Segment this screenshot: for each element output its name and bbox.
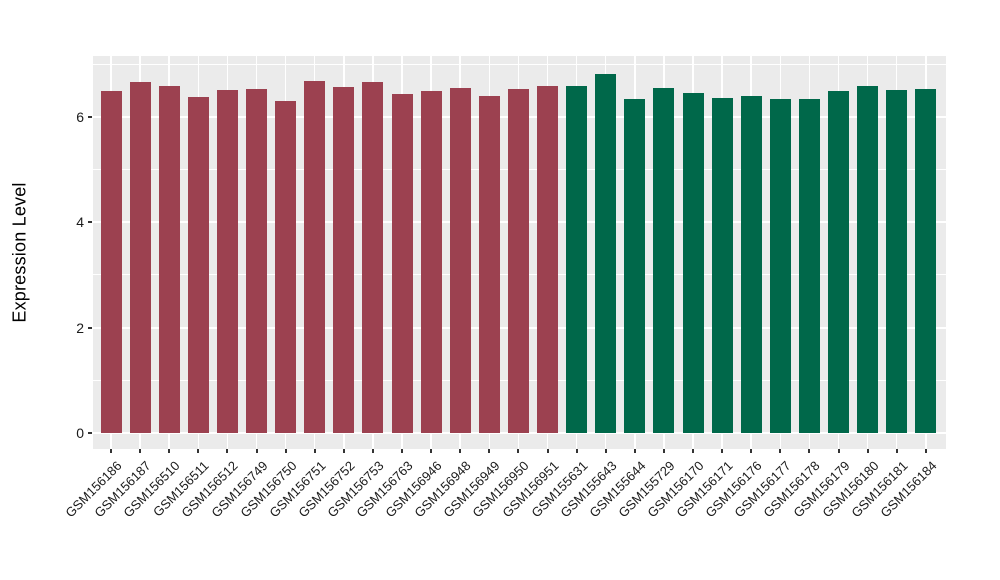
bar-GSM155729 (653, 88, 675, 433)
x-tick-mark (546, 449, 549, 453)
bar-GSM155644 (624, 99, 646, 433)
x-tick-mark (808, 449, 811, 453)
y-tick-mark (88, 326, 92, 329)
bar-GSM156753 (362, 82, 384, 433)
x-tick-mark (430, 449, 433, 453)
major-gridline (93, 432, 946, 434)
bar-GSM156180 (857, 86, 879, 433)
x-tick-mark (866, 449, 869, 453)
bar-GSM156177 (769, 98, 791, 433)
x-tick-mark (924, 449, 927, 453)
x-tick-mark (779, 449, 782, 453)
bar-GSM156171 (711, 98, 733, 433)
y-tick-mark (88, 115, 92, 118)
x-tick-mark (284, 449, 287, 453)
x-tick-mark (750, 449, 753, 453)
bar-GSM156946 (420, 91, 442, 433)
x-tick-mark (197, 449, 200, 453)
x-tick-mark (517, 449, 520, 453)
bar-GSM156181 (886, 90, 908, 433)
bar-GSM156186 (100, 90, 122, 433)
bar-GSM156178 (798, 99, 820, 433)
bar-GSM156750 (275, 101, 297, 433)
y-tick-label: 2 (76, 319, 84, 336)
bar-GSM156752 (333, 86, 355, 433)
x-tick-mark (575, 449, 578, 453)
bar-GSM156512 (216, 89, 238, 433)
bar-GSM156950 (507, 89, 529, 433)
x-tick-mark (895, 449, 898, 453)
x-tick-mark (226, 449, 229, 453)
x-tick-mark (604, 449, 607, 453)
plot-panel (93, 56, 946, 449)
bar-GSM155643 (595, 73, 617, 433)
x-tick-mark (633, 449, 636, 453)
bar-GSM156948 (449, 88, 471, 433)
y-tick-label: 4 (76, 214, 84, 231)
bar-GSM156763 (391, 93, 413, 433)
x-tick-mark (837, 449, 840, 453)
x-tick-mark (721, 449, 724, 453)
minor-gridline (93, 63, 946, 65)
bar-GSM156179 (828, 91, 849, 433)
y-tick-mark (88, 432, 92, 434)
y-tick-label: 0 (76, 425, 84, 441)
y-tick-label: 6 (76, 108, 84, 125)
x-tick-mark (692, 449, 694, 453)
x-tick-mark (371, 449, 374, 453)
y-axis-title-text: Expression Level (9, 182, 30, 323)
x-tick-mark (139, 449, 142, 453)
x-tick-mark (255, 449, 258, 453)
x-tick-mark (168, 449, 171, 453)
y-tick-mark (88, 221, 92, 224)
x-tick-mark (488, 449, 491, 453)
x-tick-mark (342, 449, 345, 453)
x-tick-mark (662, 449, 665, 453)
x-tick-mark (110, 449, 112, 453)
x-tick-mark (401, 449, 403, 453)
bar-GSM156951 (537, 86, 558, 433)
bar-GSM156749 (246, 88, 267, 433)
bar-GSM156510 (158, 86, 180, 433)
bar-GSM156176 (740, 95, 762, 433)
bar-GSM155631 (566, 85, 588, 433)
bar-GSM156511 (187, 97, 209, 433)
bar-GSM156184 (915, 89, 937, 433)
bar-GSM156187 (129, 81, 151, 433)
bar-GSM156170 (682, 92, 704, 433)
bar-GSM156751 (304, 81, 326, 433)
x-tick-mark (459, 449, 462, 453)
bar-GSM156949 (478, 96, 500, 433)
x-tick-mark (313, 449, 316, 453)
